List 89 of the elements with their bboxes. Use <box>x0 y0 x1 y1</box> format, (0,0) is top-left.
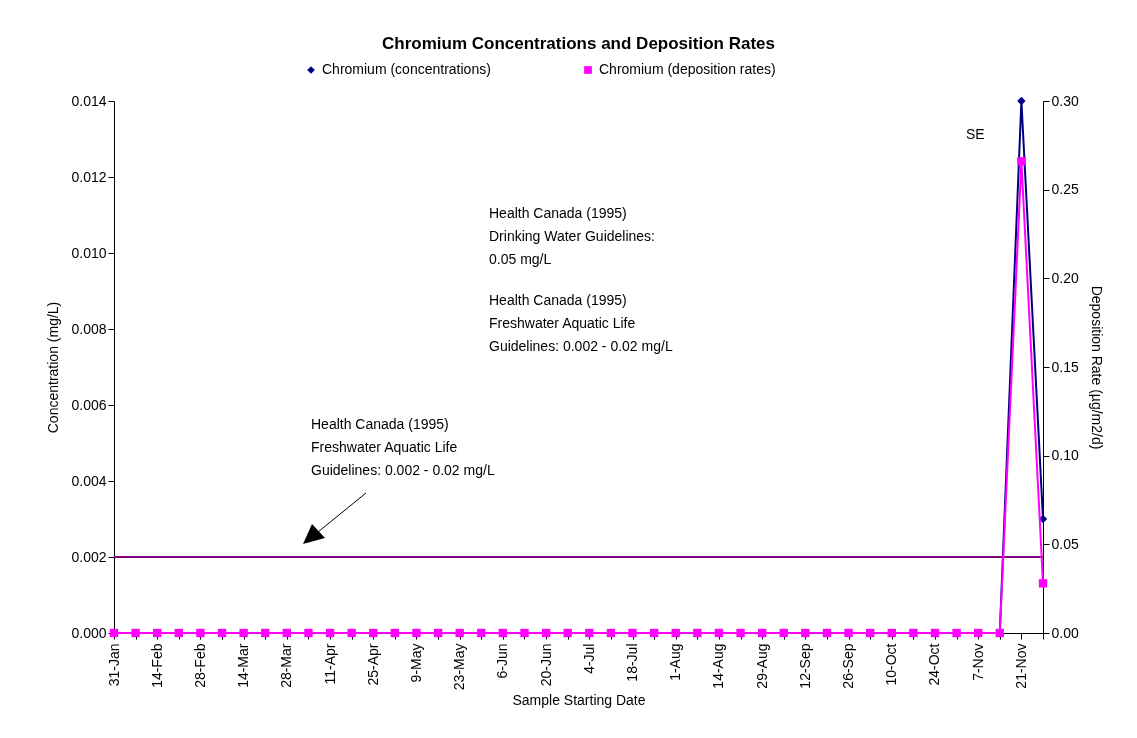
x-tick-label: 1-Aug <box>667 643 684 681</box>
x-tick-label: 29-Aug <box>753 643 770 689</box>
point <box>909 628 918 638</box>
point <box>196 628 205 638</box>
y-tick-label: 0.002 <box>71 548 107 565</box>
point <box>261 628 270 638</box>
y2-tick-label: 0.10 <box>1051 447 1079 464</box>
point <box>520 628 529 638</box>
x-axis-title: Sample Starting Date <box>512 692 646 709</box>
x-tick-label: 28-Feb <box>191 643 208 688</box>
point <box>693 628 702 638</box>
point <box>736 628 745 638</box>
point <box>153 628 162 638</box>
point <box>649 628 659 638</box>
y-axis-title: Concentration (mg/L) <box>45 301 62 434</box>
x-tick-label: 25-Apr <box>364 643 381 686</box>
point <box>498 628 508 638</box>
x-tick-label: 14-Feb <box>148 643 165 688</box>
point <box>801 628 810 638</box>
point <box>930 628 940 638</box>
point <box>974 628 983 638</box>
point <box>174 628 183 638</box>
point <box>822 628 832 638</box>
y2-tick-label: 0.20 <box>1051 269 1079 286</box>
legend-label: Chromium (concentrations) <box>322 61 491 77</box>
point <box>714 628 724 638</box>
x-tick-label: 12-Sep <box>796 643 813 689</box>
x-tick-label: 20-Jun <box>537 643 554 687</box>
point <box>347 628 356 638</box>
y-tick-label: 0.000 <box>71 624 107 641</box>
point <box>477 628 486 638</box>
point <box>304 628 313 638</box>
point <box>1038 579 1048 588</box>
y2-tick-label: 0.25 <box>1051 181 1079 198</box>
point <box>217 628 227 638</box>
annotation: Health Canada (1995) Freshwater Aquatic Life Guidelines: 0.002 - 0.02 mg/L <box>311 416 495 478</box>
x-tick-label: 10-Oct <box>883 643 900 686</box>
point <box>455 628 464 638</box>
point <box>325 628 335 638</box>
point <box>563 628 572 638</box>
y-tick-label: 0.010 <box>71 244 107 261</box>
x-tick-label: 14-Mar <box>235 643 252 688</box>
point <box>390 628 400 638</box>
point <box>131 628 140 638</box>
point <box>844 628 853 638</box>
x-tick-label: 4-Jul <box>580 643 597 674</box>
point <box>671 628 680 638</box>
point <box>1017 157 1026 166</box>
x-tick-label: 23-May <box>451 643 468 691</box>
x-tick-label: 26-Sep <box>840 643 857 689</box>
y-tick-label: 0.014 <box>71 92 107 109</box>
point <box>887 628 896 638</box>
chart-title: Chromium Concentrations and Deposition Rates <box>382 34 775 53</box>
x-tick-label: 18-Jul <box>624 643 641 682</box>
x-tick-label: 21-Nov <box>1012 643 1029 689</box>
point <box>239 628 248 638</box>
x-tick-label: 11-Apr <box>321 643 338 685</box>
point <box>779 628 788 638</box>
y-tick-label: 0.012 <box>71 168 107 185</box>
y2-axis-title: Deposition Rate (µg/m2/d) <box>1088 285 1105 450</box>
point <box>606 628 616 638</box>
annotation: Health Canada (1995) Freshwater Aquatic Life Guidelines: 0.002 - 0.02 mg/L <box>489 292 673 354</box>
point <box>865 628 875 638</box>
point <box>369 628 378 638</box>
y2-tick-label: 0.15 <box>1051 358 1079 375</box>
point <box>412 628 421 638</box>
point <box>433 628 443 638</box>
point <box>541 628 551 638</box>
x-tick-label: 31-Jan <box>105 643 122 687</box>
x-tick-label: 28-Mar <box>278 643 295 688</box>
annotation: SE <box>966 126 985 142</box>
x-tick-label: 7-Nov <box>969 643 986 681</box>
legend-label: Chromium (deposition rates) <box>599 61 776 77</box>
y2-tick-label: 0.00 <box>1051 624 1079 641</box>
x-tick-label: 24-Oct <box>926 643 943 686</box>
x-tick-label: 14-Aug <box>710 643 727 689</box>
point <box>757 628 767 638</box>
y2-tick-label: 0.30 <box>1051 92 1079 109</box>
x-tick-label: 9-May <box>407 643 424 683</box>
y-tick-label: 0.004 <box>71 472 107 489</box>
point <box>628 628 637 638</box>
x-tick-label: 6-Jun <box>494 643 511 679</box>
point <box>952 628 961 638</box>
y-tick-label: 0.008 <box>71 320 107 337</box>
y2-tick-label: 0.05 <box>1051 535 1079 552</box>
y-tick-label: 0.006 <box>71 396 107 413</box>
point <box>585 628 594 638</box>
point <box>282 628 292 638</box>
annotation: Health Canada (1995) Drinking Water Guidelines: 0.05 mg/L <box>489 205 655 267</box>
